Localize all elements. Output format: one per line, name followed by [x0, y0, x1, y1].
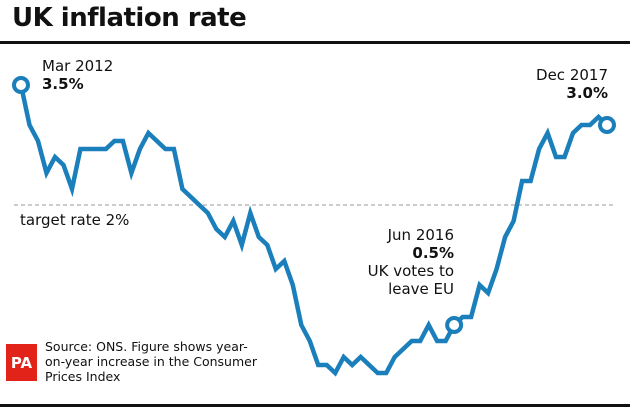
annotation-mar-2012: Mar 2012 3.5% [42, 57, 113, 93]
chart-title: UK inflation rate [12, 3, 247, 33]
annotation-date: Jun 2016 [387, 226, 454, 244]
annotation-marker [12, 76, 30, 94]
annotation-marker [598, 116, 616, 134]
annotation-value: 3.0% [566, 84, 608, 102]
source-note: Source: ONS. Figure shows year-on-year i… [45, 339, 257, 384]
annotation-dec-2017: Dec 2017 3.0% [536, 66, 608, 102]
annotation-date: Mar 2012 [42, 57, 114, 75]
pa-logo: PA [6, 344, 37, 381]
annotation-jun-2016: Jun 2016 0.5% UK votes to leave EU [344, 226, 454, 298]
inflation-series-line [18, 84, 609, 377]
target-rate-label: target rate 2% [20, 211, 130, 229]
annotation-marker [445, 316, 464, 334]
annotation-date: Dec 2017 [536, 66, 608, 84]
annotation-value: 0.5% [412, 244, 454, 262]
annotation-note: UK votes to leave EU [367, 262, 454, 298]
top-rule [0, 41, 630, 44]
annotation-value: 3.5% [42, 75, 84, 93]
bottom-rule [0, 404, 630, 407]
